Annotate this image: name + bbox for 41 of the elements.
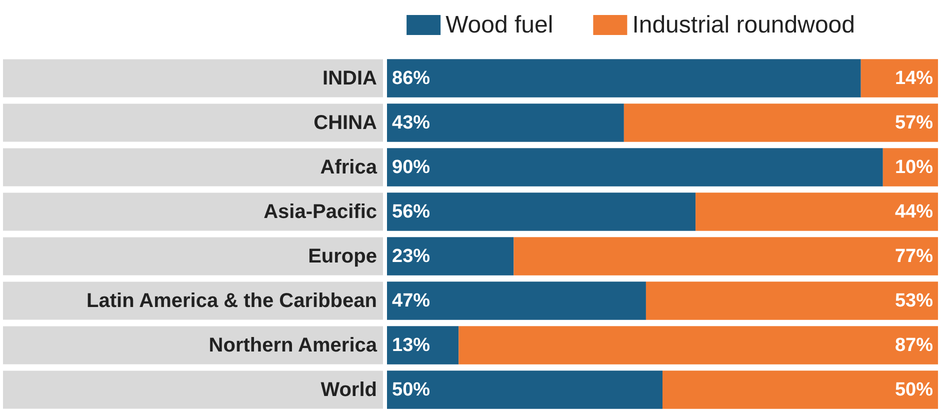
y-tick-label: Asia-Pacific [264, 200, 377, 223]
bar [860, 59, 938, 98]
data-label: 90% [392, 156, 430, 178]
bar [458, 326, 938, 364]
bar [387, 104, 624, 142]
data-label: 53% [894, 290, 934, 312]
y-tick-label: World [320, 378, 377, 401]
bar [387, 59, 861, 98]
data-label: 57% [894, 112, 934, 134]
data-label: 56% [392, 201, 430, 222]
legend-label: Industrial roundwood [632, 12, 856, 38]
data-label: 86% [392, 68, 430, 89]
y-tick-label: Latin America & the Caribbean [86, 290, 377, 312]
bar [696, 192, 938, 231]
bar [646, 282, 938, 320]
data-label: 23% [392, 246, 430, 267]
data-label: 10% [894, 156, 934, 178]
bar [662, 370, 938, 409]
bar [387, 148, 883, 186]
data-label: 47% [392, 290, 430, 312]
data-label: 14% [894, 68, 934, 89]
bar [387, 326, 459, 364]
data-label: 43% [392, 112, 430, 134]
bar [387, 282, 646, 320]
data-label: 44% [894, 201, 934, 222]
data-label: 87% [894, 334, 934, 356]
y-tick-label: Europe [308, 245, 377, 268]
bar [387, 370, 662, 409]
data-label: 50% [392, 379, 430, 400]
data-label: 13% [392, 334, 430, 356]
y-tick-label: Northern America [208, 334, 378, 356]
bar [387, 237, 514, 276]
legend-label: Wood fuel [446, 12, 554, 38]
y-tick-label: CHINA [314, 112, 377, 134]
bar [514, 237, 938, 276]
bar [624, 104, 938, 142]
y-tick-label: INDIA [322, 67, 377, 90]
data-label: 77% [894, 246, 934, 267]
bar [387, 192, 696, 231]
data-label: 50% [894, 379, 934, 400]
y-tick-label: Africa [320, 156, 378, 178]
